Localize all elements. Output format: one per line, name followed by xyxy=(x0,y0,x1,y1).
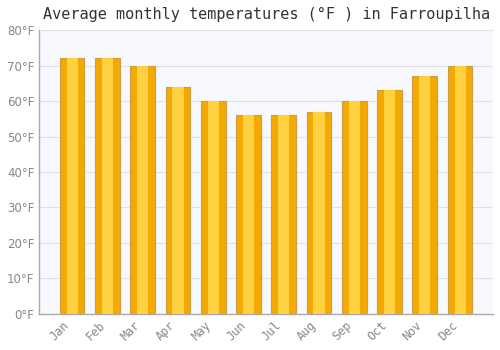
Bar xyxy=(66,58,78,314)
Bar xyxy=(130,65,155,314)
Bar xyxy=(448,65,472,314)
Bar xyxy=(272,115,296,314)
Bar xyxy=(412,76,437,314)
Bar xyxy=(137,65,148,314)
Bar xyxy=(348,101,360,314)
Bar xyxy=(384,90,395,314)
Bar xyxy=(60,58,84,314)
Bar xyxy=(454,65,466,314)
Bar xyxy=(201,101,226,314)
Bar xyxy=(95,58,120,314)
Bar xyxy=(208,101,219,314)
Bar xyxy=(172,87,184,314)
Bar xyxy=(166,87,190,314)
Bar xyxy=(236,115,261,314)
Bar xyxy=(342,101,366,314)
Bar xyxy=(314,112,324,314)
Title: Average monthly temperatures (°F ) in Farroupilha: Average monthly temperatures (°F ) in Fa… xyxy=(42,7,490,22)
Bar xyxy=(306,112,332,314)
Bar xyxy=(243,115,254,314)
Bar xyxy=(420,76,430,314)
Bar xyxy=(377,90,402,314)
Bar xyxy=(278,115,289,314)
Bar xyxy=(102,58,113,314)
